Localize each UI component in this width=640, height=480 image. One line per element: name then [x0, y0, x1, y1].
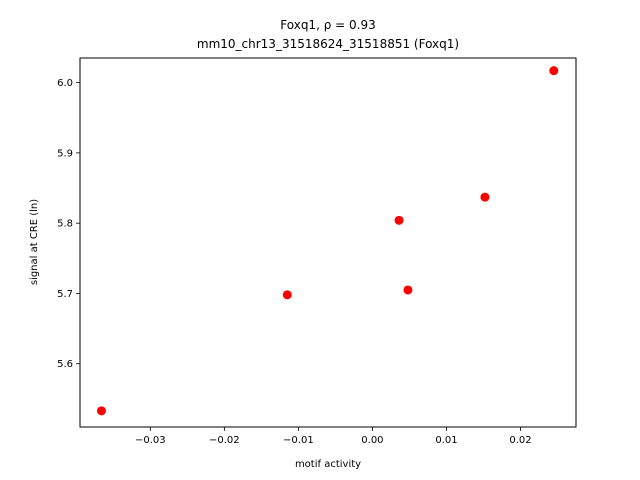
plot-area-frame [79, 57, 577, 428]
scatter-point-4 [403, 285, 413, 295]
scatter-point-1 [96, 406, 106, 416]
x-tick-label: 0.00 [361, 435, 383, 446]
data-points [96, 66, 559, 416]
scatter-point-5 [480, 192, 490, 202]
scatter-point-3 [394, 215, 404, 225]
y-axis-label: signal at CRE (ln) [29, 199, 40, 285]
y-tick-label: 6.0 [57, 78, 73, 89]
x-tick-label: 0.02 [509, 435, 531, 446]
y-tick-label: 5.8 [57, 219, 73, 230]
x-tick-label: −0.03 [135, 435, 166, 446]
x-axis-ticks: −0.03 −0.02 −0.01 0.00 0.01 0.02 [135, 427, 532, 446]
x-axis-label: motif activity [295, 459, 361, 470]
y-axis-ticks: 5.6 5.7 5.8 5.9 6.0 [57, 78, 80, 370]
x-tick-label: −0.01 [283, 435, 314, 446]
x-tick-label: −0.02 [209, 435, 240, 446]
y-tick-label: 5.9 [57, 148, 73, 159]
chart-title-line2: mm10_chr13_31518624_31518851 (Foxq1) [197, 37, 459, 51]
x-tick-label: 0.01 [435, 435, 457, 446]
y-tick-label: 5.7 [57, 289, 73, 300]
y-tick-label: 5.6 [57, 359, 73, 370]
chart-title-line1: Foxq1, ρ = 0.93 [280, 18, 375, 32]
scatter-point-2 [282, 290, 292, 300]
scatter-point-6 [549, 66, 559, 76]
